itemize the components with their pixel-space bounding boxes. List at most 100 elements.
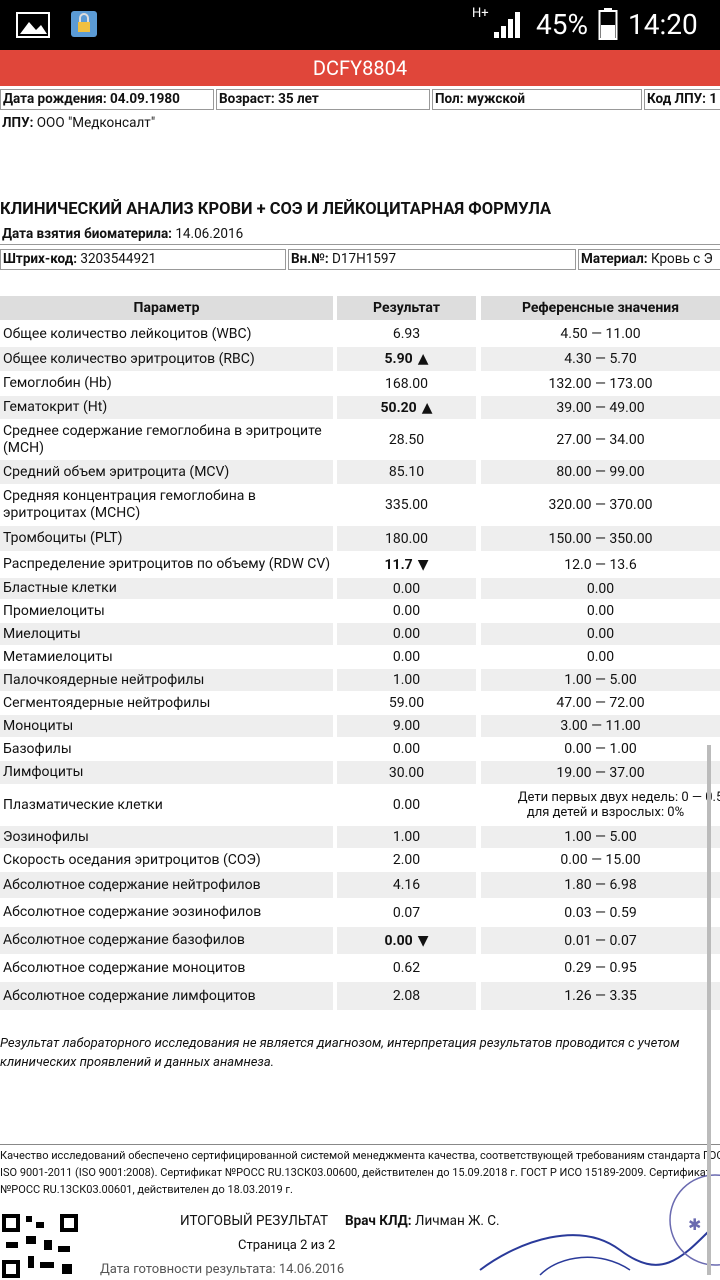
- barcode-field: Штрих-код: 3203544921: [0, 249, 286, 270]
- result-cell: 28.50: [337, 420, 476, 459]
- value: мужской: [466, 91, 525, 107]
- result-value: 50.20: [380, 399, 417, 416]
- reference-value: 0.00 — 1.00: [564, 741, 637, 757]
- document-id: DCFY8804: [312, 56, 408, 80]
- note-text: Результат лабораторного исследования не …: [0, 1036, 680, 1070]
- param-cell: Среднее содержание гемоглобина в эритроц…: [3, 422, 322, 456]
- result-value: 2.00: [392, 852, 421, 868]
- header-cell: Референсные значения: [481, 296, 720, 320]
- battery-icon: [598, 8, 618, 40]
- svg-text:✱: ✱: [688, 1215, 701, 1234]
- reference-cell: 39.00 — 49.00: [481, 396, 720, 419]
- result-value: 11.7: [384, 556, 413, 573]
- param-cell: Абсолютное содержание нейтрофилов: [0, 872, 333, 898]
- result-value: 28.50: [388, 431, 425, 448]
- inner-field: Вн.№: D17H1597: [288, 249, 576, 270]
- reference-value: 1.00 — 5.00: [564, 829, 637, 845]
- reference-value: 4.30 — 5.70: [564, 351, 637, 367]
- reference-cell: Дети первых двух недель: 0 — 0.5 для дете…: [481, 785, 720, 825]
- reference-cell: 1.26 — 3.35: [481, 982, 720, 1010]
- label: ЛПУ:: [2, 115, 34, 131]
- result-cell: 0.00: [337, 646, 476, 668]
- value: D17H1597: [332, 251, 397, 267]
- reference-cell: 27.00 — 34.00: [481, 420, 720, 459]
- param-cell: Моноциты: [0, 715, 333, 737]
- result-value: 0.00: [392, 580, 421, 597]
- result-cell: 85.10: [337, 460, 476, 484]
- app-bar: DCFY8804: [0, 50, 720, 86]
- reference-value: 0.03 — 0.59: [564, 904, 637, 921]
- status-bar: H+ 45% 14:20: [0, 0, 720, 50]
- reference-cell: 4.30 — 5.70: [481, 347, 720, 371]
- result-flag: ▼: [417, 556, 429, 573]
- param-cell: Промиелоциты: [3, 602, 105, 619]
- param-cell: Абсолютное содержание базофилов: [0, 927, 333, 954]
- param-cell: Палочкоядерные нейтрофилы: [0, 669, 333, 691]
- reference-cell: 3.00 — 11.00: [481, 715, 720, 737]
- reference-cell: 320.00 — 370.00: [481, 485, 720, 525]
- result-cell: 1.00: [337, 669, 476, 691]
- param-cell: Плазматические клетки: [3, 796, 163, 813]
- result-value: 6.93: [392, 326, 421, 342]
- reference-cell: 0.29 — 0.95: [481, 955, 720, 981]
- reference-value: 0.29 — 0.95: [564, 960, 637, 976]
- param-cell: Абсолютное содержание эозинофилов: [3, 904, 262, 920]
- result-cell: 335.00: [337, 485, 476, 525]
- param-cell: Общее количество лейкоцитов (WBC): [3, 325, 252, 342]
- label: Врач КЛД:: [345, 1213, 412, 1229]
- result-value: 5.90: [384, 351, 413, 367]
- result-value: 0.00: [392, 797, 421, 813]
- param-cell: Эозинофилы: [0, 826, 333, 848]
- result-value: 30.00: [388, 764, 425, 781]
- param-cell: Распределение эритроцитов по объему (RDW…: [3, 556, 331, 572]
- label: Дата взятия биоматерила:: [2, 226, 172, 242]
- reference-value: 47.00 — 72.00: [556, 695, 645, 711]
- lock-icon: [71, 11, 97, 37]
- value: 14.06.2016: [175, 226, 244, 242]
- certification: Качество исследований обеспечено сертифи…: [0, 1147, 720, 1199]
- reference-value: 4.50 — 11.00: [560, 326, 641, 342]
- label: Вн.№:: [291, 251, 329, 267]
- result-flag: ▲: [421, 399, 433, 416]
- param-cell: Гематокрит (Ht): [0, 396, 333, 419]
- param-cell: Абсолютное содержание лимфоцитов: [0, 982, 333, 1010]
- label: Материал:: [581, 251, 648, 267]
- result-cell: 50.20 ▲: [337, 396, 476, 419]
- ready-date: Дата готовности результата: 14.06.2016: [100, 1262, 345, 1277]
- param-cell: Тромбоциты (PLT): [0, 526, 333, 551]
- reference-cell: 132.00 — 173.00: [481, 372, 720, 395]
- result-cell: 0.00: [337, 785, 476, 825]
- reference-cell: 19.00 — 37.00: [481, 761, 720, 784]
- material-field: Материал: Кровь с Э: [578, 249, 720, 270]
- param-cell: Базофилы: [3, 740, 72, 757]
- result-cell: 0.00 ▼: [337, 927, 476, 954]
- result-cell: 0.00: [337, 623, 476, 645]
- network-type: H+: [472, 6, 489, 21]
- result-value: 1.00: [392, 672, 421, 688]
- result-value: 0.62: [392, 960, 421, 976]
- result-value: 180.00: [384, 530, 429, 547]
- reference-cell: 4.50 — 11.00: [481, 322, 720, 346]
- result-cell: 11.7 ▼: [337, 552, 476, 577]
- doctor: Врач КЛД: Личман Ж. С.: [345, 1213, 500, 1229]
- reference-value: 0.00: [586, 603, 615, 619]
- reference-value: 1.00 — 5.00: [564, 672, 637, 688]
- param-cell: Лимфоциты: [0, 761, 333, 784]
- header-cell: Параметр: [0, 296, 333, 320]
- result-cell: 0.62: [337, 955, 476, 981]
- reference-cell: 80.00 — 99.00: [481, 460, 720, 484]
- age-field: Возраст: 35 лет: [216, 89, 430, 110]
- label: Штрих-код:: [3, 251, 78, 267]
- value: 3203544921: [80, 251, 157, 267]
- reference-cell: 1.80 — 6.98: [481, 872, 720, 898]
- value: ООО "Медконсалт": [36, 115, 156, 131]
- reference-cell: 0.00 — 15.00: [481, 849, 720, 871]
- reference-cell: 12.0 — 13.6: [481, 552, 720, 577]
- result-cell: 1.00: [337, 826, 476, 848]
- param-cell: Гемоглобин (Hb): [3, 375, 112, 391]
- result-cell: 5.90 ▲: [337, 347, 476, 371]
- clock: 14:20: [628, 8, 698, 41]
- reference-value: 1.80 — 6.98: [564, 877, 637, 893]
- certification-text: Качество исследований обеспечено сертифи…: [0, 1149, 720, 1196]
